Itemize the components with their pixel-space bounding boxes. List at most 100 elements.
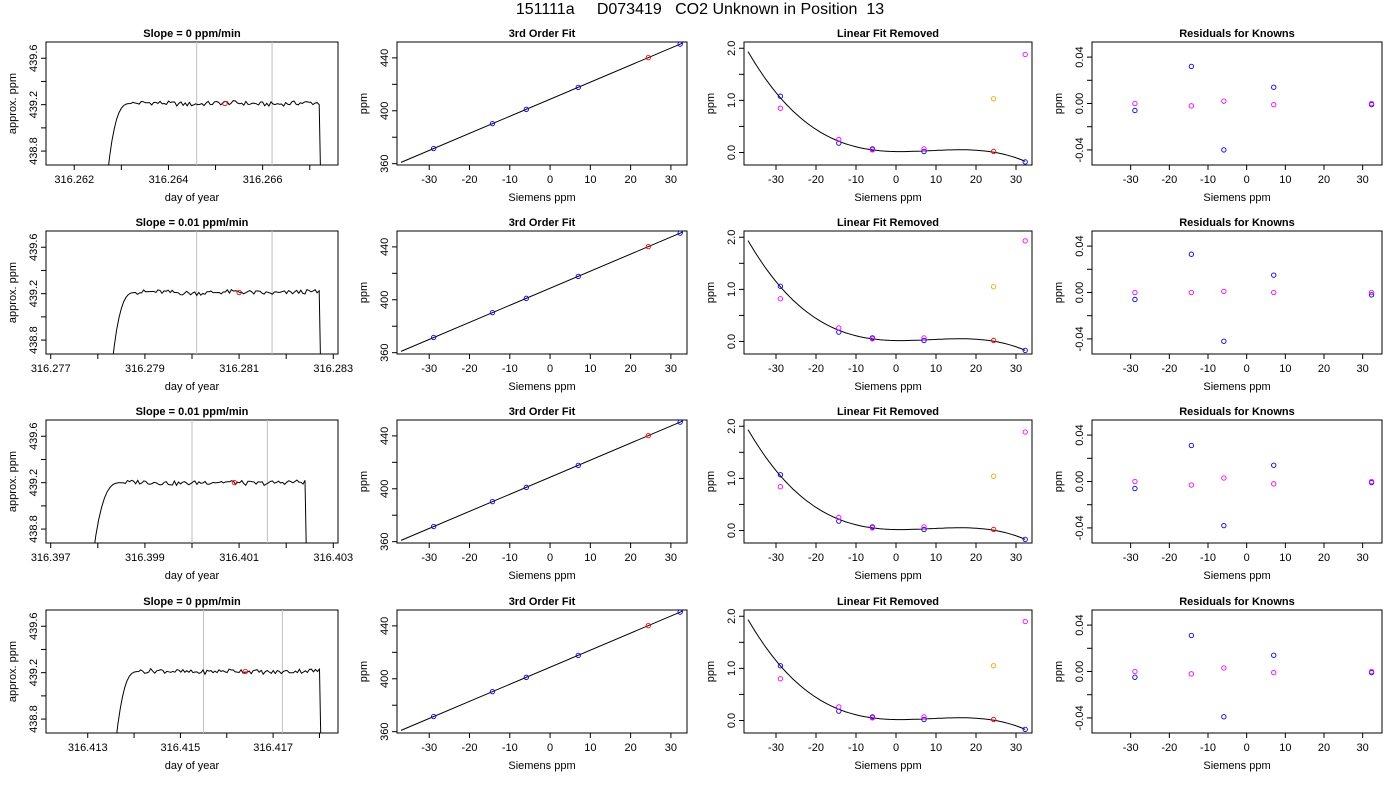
x-tick-label: -10 <box>502 742 518 754</box>
x-tick-label: 316.264 <box>149 174 189 186</box>
plot-frame <box>45 609 339 734</box>
x-tick-label: -10 <box>848 742 864 754</box>
x-tick-label: 0 <box>547 363 553 375</box>
x-tick-label: -30 <box>421 363 437 375</box>
x-axis-label: Siemens ppm <box>508 760 575 772</box>
y-tick-label: 438.8 <box>28 137 40 165</box>
x-axis-label: Siemens ppm <box>508 381 575 393</box>
data-point <box>575 84 581 91</box>
x-tick-label: -30 <box>1123 174 1139 186</box>
data-point <box>921 148 927 155</box>
data-point <box>1221 147 1227 153</box>
x-tick-label: -10 <box>1200 174 1216 186</box>
plot-area <box>116 610 322 733</box>
data-point <box>1188 251 1195 257</box>
x-tick-label: 316.413 <box>68 742 108 754</box>
y-axis-label: approx. ppm <box>7 73 19 134</box>
x-axis-label: Siemens ppm <box>508 570 575 582</box>
time-series-line <box>116 667 322 733</box>
data-point <box>921 146 927 152</box>
y-tick-label: 438.8 <box>28 515 40 543</box>
x-tick-label: 30 <box>1357 552 1369 564</box>
data-point <box>1132 100 1138 107</box>
y-tick-label: 0.04 <box>1074 424 1086 445</box>
data-point <box>645 622 651 629</box>
data-point <box>677 231 683 236</box>
x-tick-label: 30 <box>1010 363 1022 375</box>
y-tick-label: 440 <box>379 49 391 67</box>
y-axis-label: ppm <box>705 661 717 682</box>
x-tick-label: 0 <box>1244 742 1250 754</box>
x-tick-label: -30 <box>421 174 437 186</box>
panel-title: 3rd Order Fit <box>509 28 576 40</box>
x-tick-label: -20 <box>808 552 824 564</box>
x-tick-label: -30 <box>768 363 784 375</box>
panel-7: 3rd Order Fit -30 -20 -10 0 10 20 30 Siemens ppm… <box>358 596 688 772</box>
data-point <box>1022 536 1028 543</box>
y-tick-label: 360 <box>379 722 391 740</box>
data-point <box>990 663 997 669</box>
x-tick-label: 20 <box>970 174 982 186</box>
y-axis-label: ppm <box>358 93 370 114</box>
data-point <box>1188 482 1195 488</box>
x-tick-label: 10 <box>1279 742 1291 754</box>
fit-line <box>400 42 684 163</box>
fit-curve <box>747 240 1026 351</box>
y-tick-label: 0.04 <box>1074 235 1086 256</box>
x-tick-label: 20 <box>970 363 982 375</box>
panel-4: 3rd Order Fit -30 -20 -10 0 10 20 30 Siemens ppm… <box>358 28 688 204</box>
plot-area <box>112 231 321 354</box>
time-series-line <box>94 479 307 543</box>
panel-title: 3rd Order Fit <box>509 596 576 608</box>
data-point <box>990 473 997 479</box>
x-tick-label: -20 <box>1161 363 1177 375</box>
data-point <box>1188 103 1195 109</box>
plot-frame <box>743 419 1033 544</box>
plot-area <box>400 42 684 163</box>
data-point <box>1132 478 1138 485</box>
y-tick-label: 1.0 <box>726 93 738 108</box>
y-tick-label: -0.04 <box>1074 515 1086 540</box>
data-point <box>1132 674 1138 680</box>
data-point <box>1221 288 1227 294</box>
x-tick-label: 10 <box>584 552 596 564</box>
y-tick-label: 400 <box>379 102 391 120</box>
x-tick-label: -30 <box>1123 363 1139 375</box>
data-point <box>777 484 784 490</box>
sample-marker <box>242 668 248 675</box>
x-tick-label: 316.399 <box>125 552 165 564</box>
x-tick-label: -10 <box>502 174 518 186</box>
data-point <box>1022 51 1028 58</box>
y-tick-label: 0.04 <box>1074 614 1086 635</box>
y-tick-label: 438.8 <box>28 705 40 733</box>
data-point <box>921 524 927 530</box>
data-point <box>1271 481 1277 487</box>
plot-frame <box>396 41 688 166</box>
x-tick-label: -20 <box>1161 174 1177 186</box>
data-point <box>1368 100 1375 107</box>
x-tick-label: -20 <box>808 363 824 375</box>
panel-6: 3rd Order Fit -30 -20 -10 0 10 20 30 Siemens ppm… <box>358 406 688 582</box>
data-point <box>645 54 651 61</box>
y-axis-label: ppm <box>1053 93 1065 114</box>
x-axis-label: day of year <box>165 570 220 582</box>
fit-line <box>400 231 684 352</box>
panel-title: Slope = 0.01 ppm/min <box>136 406 249 418</box>
x-tick-label: 10 <box>930 363 942 375</box>
panel-title: Slope = 0.01 ppm/min <box>136 217 249 229</box>
y-tick-label: 439.2 <box>28 91 40 119</box>
panel-10: Linear Fit Removed -30 -20 -10 0 10 20 30 Siemen… <box>705 406 1033 582</box>
y-tick-label: 439.2 <box>28 280 40 308</box>
x-tick-label: 10 <box>930 742 942 754</box>
data-point <box>1271 462 1277 468</box>
data-point <box>1132 289 1138 296</box>
x-tick-label: -10 <box>1200 552 1216 564</box>
time-series-line <box>112 288 321 354</box>
fit-line <box>400 610 684 731</box>
data-point <box>836 704 842 710</box>
y-tick-label: -0.04 <box>1074 705 1086 730</box>
y-tick-label: 0.00 <box>1074 93 1086 114</box>
y-tick-label: 2.0 <box>726 419 738 434</box>
data-point <box>869 147 876 153</box>
y-tick-label: 2.0 <box>726 230 738 245</box>
